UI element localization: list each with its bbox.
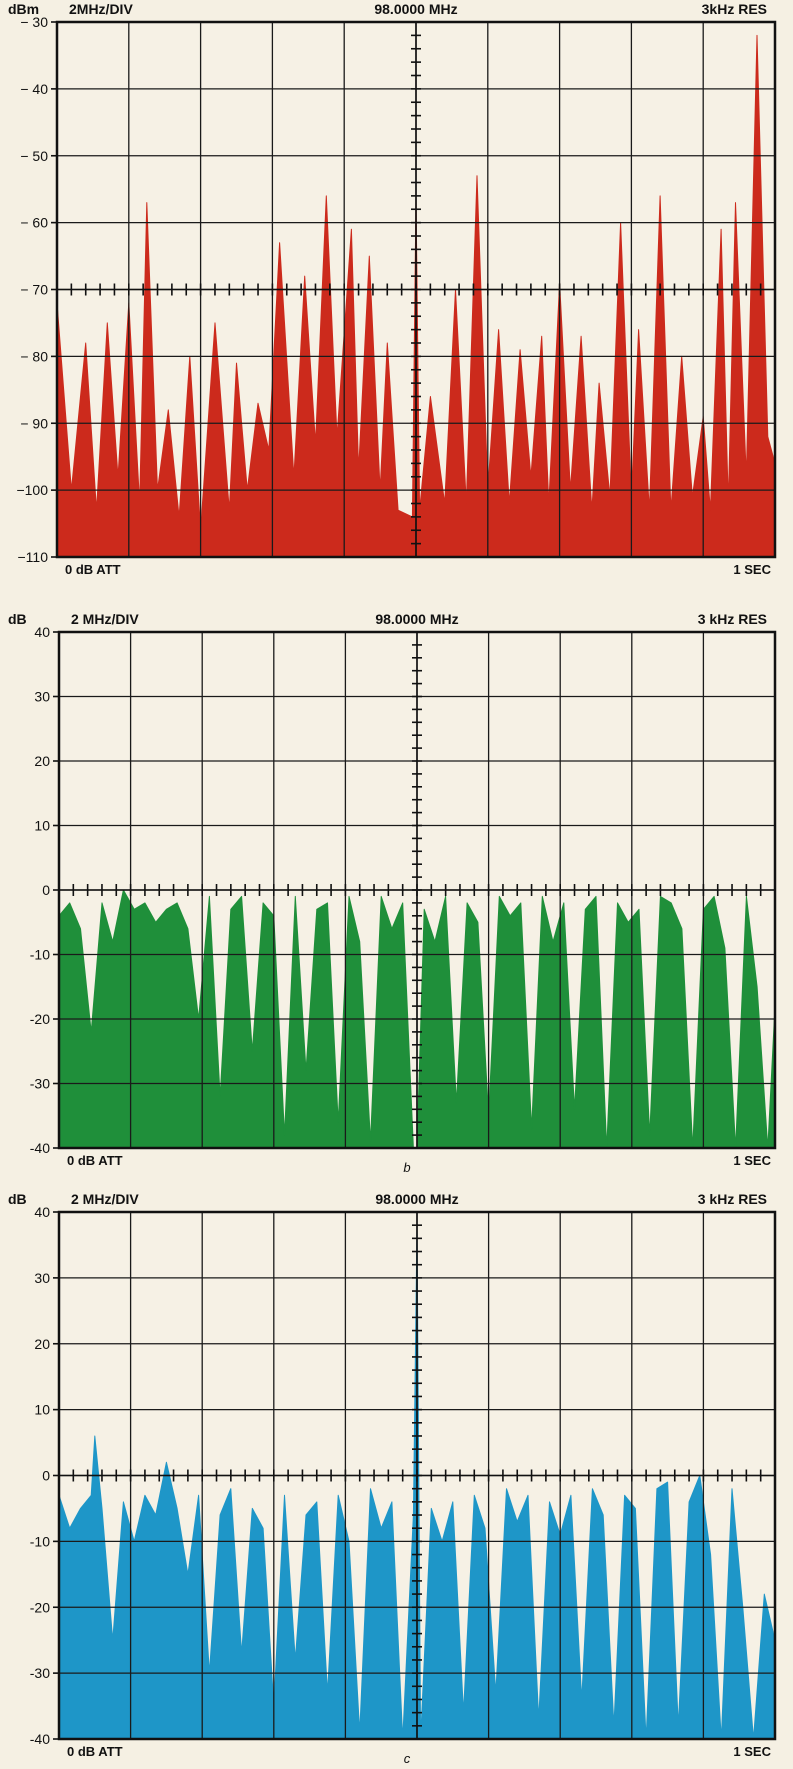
y-tick-label: − 50 <box>20 148 48 164</box>
y-tick-label: −110 <box>18 549 49 565</box>
y-tick-label: − 30 <box>20 14 48 30</box>
panel-letter-label: c <box>404 1751 411 1766</box>
y-tick-label: 0 <box>42 882 50 898</box>
y-tick-label: -40 <box>30 1731 50 1747</box>
resolution-label: 3 kHz RES <box>698 611 767 627</box>
attenuation-label: 0 dB ATT <box>67 1153 123 1168</box>
y-tick-label: 40 <box>34 624 50 640</box>
y-tick-label: 20 <box>34 753 50 769</box>
y-tick-label: -30 <box>30 1665 50 1681</box>
y-tick-label: -30 <box>30 1076 50 1092</box>
y-tick-label: −100 <box>16 482 48 498</box>
resolution-label: 3 kHz RES <box>698 1191 767 1207</box>
y-tick-label: 30 <box>34 689 50 705</box>
center-frequency-label: 98.0000 MHz <box>375 611 458 627</box>
y-tick-label: − 60 <box>20 215 48 231</box>
sweep-time-label: 1 SEC <box>733 1153 771 1168</box>
span-label: 2MHz/DIV <box>69 1 133 17</box>
attenuation-label: 0 dB ATT <box>65 562 121 577</box>
sweep-time-label: 1 SEC <box>733 562 771 577</box>
y-tick-label: 20 <box>34 1336 50 1352</box>
y-tick-label: − 80 <box>20 348 48 364</box>
y-unit-label: dB <box>8 611 27 627</box>
y-tick-label: 10 <box>34 818 50 834</box>
y-tick-label: -20 <box>30 1011 50 1027</box>
y-tick-label: -10 <box>30 947 50 963</box>
attenuation-label: 0 dB ATT <box>67 1744 123 1759</box>
center-frequency-label: 98.0000 MHz <box>375 1191 458 1207</box>
y-unit-label: dBm <box>8 1 39 17</box>
y-tick-label: − 90 <box>20 415 48 431</box>
spectrum-panel-b: 40 30 20 10 0 -10 -20 -30 -40 dB 2 MHz/DIV 98.0000 … <box>8 611 777 1175</box>
y-tick-label: -10 <box>30 1533 50 1549</box>
y-tick-label: 40 <box>34 1204 50 1220</box>
y-unit-label: dB <box>8 1191 27 1207</box>
y-tick-label: 30 <box>34 1270 50 1286</box>
y-tick-label: − 70 <box>20 282 48 298</box>
y-tick-label: -40 <box>30 1140 50 1156</box>
center-frequency-label: 98.0000 MHz <box>374 1 457 17</box>
spectrum-panel-a: − 30 − 40 − 50 − 60 − 70 − 80 − 90 −100 −110 dBm 2… <box>8 1 777 577</box>
span-label: 2 MHz/DIV <box>71 611 139 627</box>
resolution-label: 3kHz RES <box>702 1 767 17</box>
span-label: 2 MHz/DIV <box>71 1191 139 1207</box>
y-tick-label: − 40 <box>20 81 48 97</box>
spectrum-panel-c: 40 30 20 10 0 -10 -20 -30 -40 dB 2 MHz/DIV 98.0000 … <box>8 1191 777 1766</box>
y-tick-label: 10 <box>34 1402 50 1418</box>
panel-letter-label: b <box>403 1160 410 1175</box>
y-tick-label: -20 <box>30 1599 50 1615</box>
y-tick-label: 0 <box>42 1468 50 1484</box>
sweep-time-label: 1 SEC <box>733 1744 771 1759</box>
